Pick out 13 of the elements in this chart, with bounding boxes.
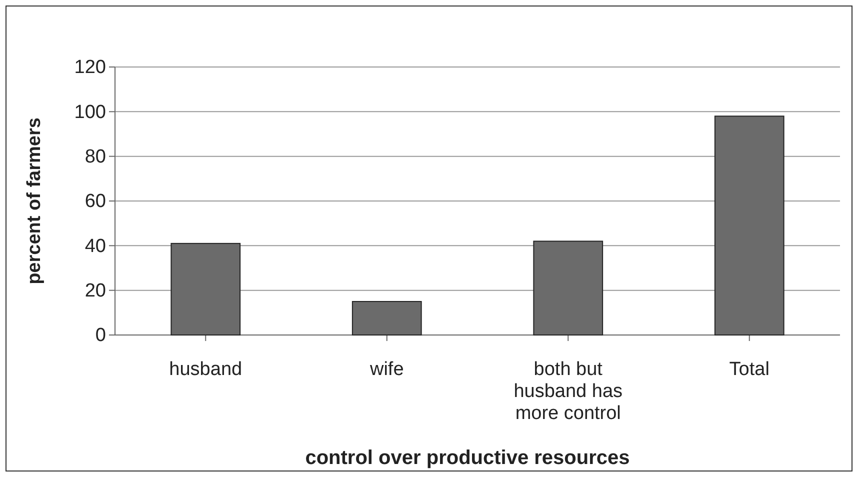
y-tick-label: 0	[95, 325, 106, 346]
y-tick-label: 120	[74, 57, 106, 78]
x-tick-label: husband	[169, 359, 242, 380]
y-axis-title: percent of farmers	[24, 118, 45, 284]
x-tick-label: Total	[729, 359, 770, 380]
y-tick-label: 80	[84, 146, 106, 168]
y-tick-label: 40	[84, 236, 106, 257]
y-tick-label: 20	[84, 280, 106, 302]
x-tick-label: both but husband has more control	[514, 359, 623, 424]
y-tick-label: 60	[84, 191, 106, 212]
x-tick-label: wife	[368, 359, 404, 380]
y-tick-label: 100	[74, 102, 106, 123]
x-axis-title: control over productive resources	[305, 447, 630, 469]
